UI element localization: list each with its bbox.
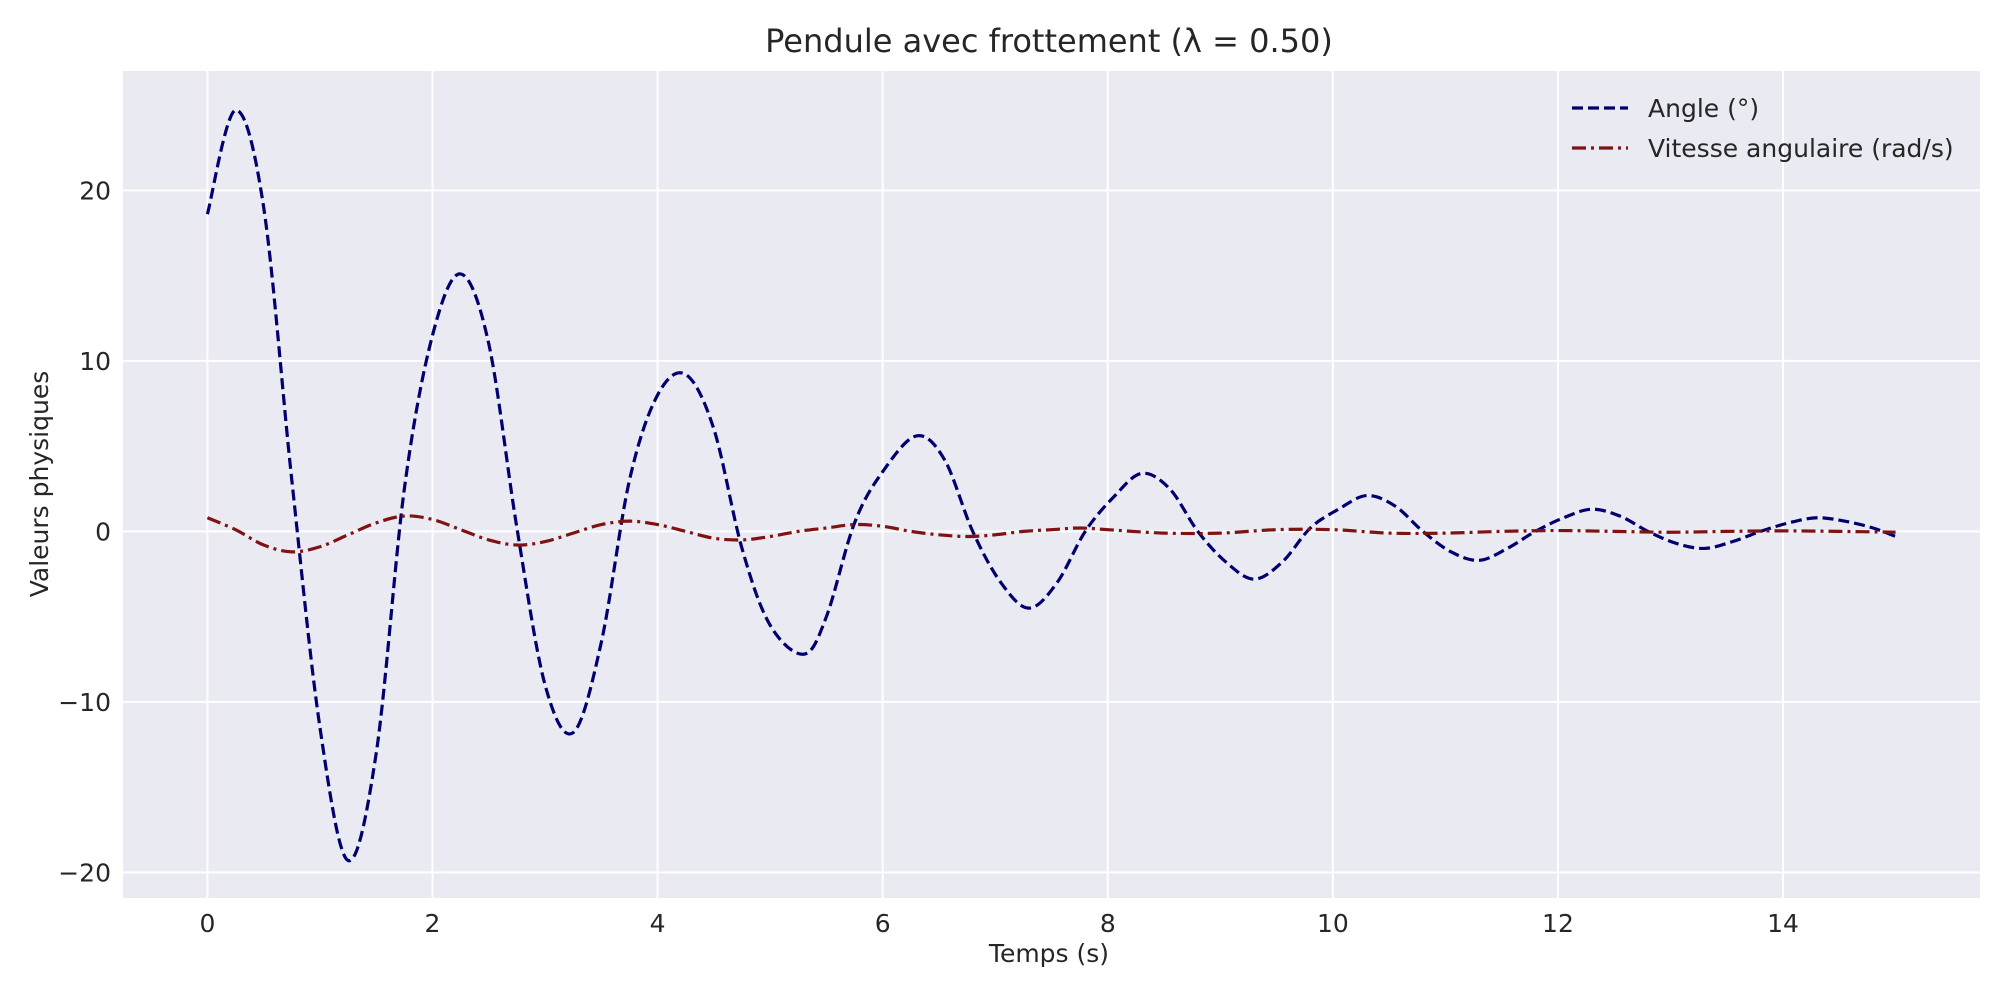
x-axis-label: Temps (s)	[988, 939, 1109, 968]
x-tick-label: 14	[1767, 909, 1799, 938]
x-tick-label: 0	[199, 909, 215, 938]
plot-area	[123, 71, 1980, 898]
x-tick-label: 8	[1100, 909, 1116, 938]
y-tick-label: 0	[95, 517, 111, 546]
y-axis-label: Valeurs physiques	[25, 371, 54, 598]
grid	[123, 71, 1980, 898]
y-tick-label: −10	[58, 688, 111, 717]
series-line-angular-velocity	[206, 514, 1896, 554]
chart-title: Pendule avec frottement (λ = 0.50)	[765, 22, 1333, 60]
y-tick-label: 20	[79, 176, 111, 205]
x-tick-label: 4	[650, 909, 666, 938]
y-tick-label: 10	[79, 347, 111, 376]
legend-label: Vitesse angulaire (rad/s)	[1648, 134, 1954, 163]
x-axis: 0 2 4 6 8 10 12 14	[199, 909, 1798, 938]
series-line-angle	[205, 108, 1897, 863]
x-tick-label: 10	[1317, 909, 1349, 938]
legend: Angle (°) Vitesse angulaire (rad/s)	[1572, 94, 1954, 163]
y-tick-label: −20	[58, 858, 111, 887]
legend-label: Angle (°)	[1648, 94, 1759, 123]
x-tick-label: 2	[425, 909, 441, 938]
series-layer	[205, 108, 1897, 863]
x-tick-label: 6	[875, 909, 891, 938]
y-axis: −20 −10 0 10 20	[58, 176, 111, 887]
x-tick-label: 12	[1542, 909, 1574, 938]
